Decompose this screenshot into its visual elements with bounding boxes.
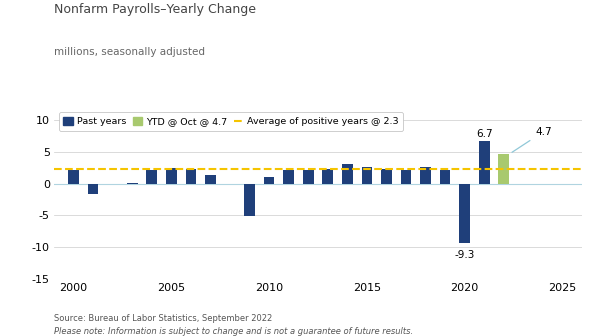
Text: Nonfarm Payrolls–Yearly Change: Nonfarm Payrolls–Yearly Change <box>54 3 256 16</box>
Bar <box>322 169 333 184</box>
Bar <box>244 184 255 216</box>
Legend: Past years, YTD @ Oct @ 4.7, Average of positive years @ 2.3: Past years, YTD @ Oct @ 4.7, Average of … <box>59 112 403 131</box>
Bar <box>381 169 392 184</box>
Bar <box>127 183 137 184</box>
Bar <box>499 154 509 184</box>
Text: Source: Bureau of Labor Statistics, September 2022: Source: Bureau of Labor Statistics, Sept… <box>54 313 272 323</box>
Bar <box>362 167 372 184</box>
Text: 4.7: 4.7 <box>512 127 551 152</box>
Bar <box>205 175 216 184</box>
Bar <box>479 141 490 184</box>
Bar <box>401 170 412 184</box>
Text: 6.7: 6.7 <box>476 129 493 139</box>
Text: -9.3: -9.3 <box>454 250 475 260</box>
Bar <box>440 170 451 184</box>
Bar <box>342 164 353 184</box>
Bar <box>264 177 274 184</box>
Bar <box>166 168 177 184</box>
Text: Please note: Information is subject to change and is not a guarantee of future r: Please note: Information is subject to c… <box>54 327 413 336</box>
Bar <box>459 184 470 243</box>
Bar <box>283 170 294 184</box>
Bar <box>303 170 314 184</box>
Bar <box>68 170 79 184</box>
Bar <box>420 167 431 184</box>
Bar <box>146 170 157 184</box>
Text: millions, seasonally adjusted: millions, seasonally adjusted <box>54 47 205 57</box>
Bar <box>185 169 196 184</box>
Bar <box>88 184 98 195</box>
